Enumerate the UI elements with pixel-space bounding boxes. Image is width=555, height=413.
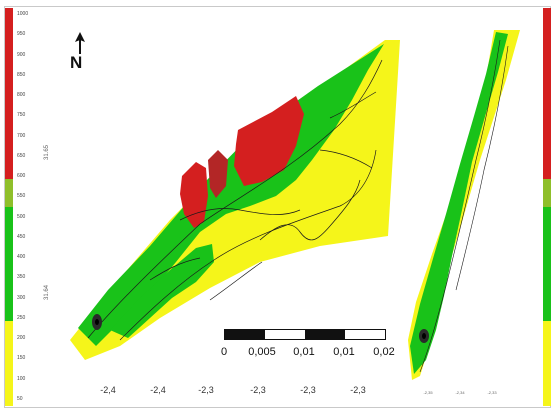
legend-segment [5,64,13,94]
legend-segment [5,150,13,179]
mid-zone [410,32,508,374]
legend-segment [543,263,551,293]
x-tick: -2,4 [150,385,166,395]
legend-tick: 450 [17,233,26,240]
legend-tick: 750 [17,112,26,119]
x-tick: -2,4 [100,385,116,395]
contour-lines [419,39,509,373]
legend-segment [5,263,13,293]
legend-segment [543,36,551,65]
scale-label: 0,005 [248,346,276,358]
legend-segment [5,377,13,406]
legend-tick: 400 [17,254,26,260]
legend-segment [543,377,551,406]
legend-tick: 900 [17,51,26,58]
legend-segment [543,292,551,321]
legend-tick: 150 [17,355,26,362]
legend-segment [543,121,551,151]
scale-bar-labels: 0 0,005 0,01 0,01 0,02 [216,346,396,360]
legend-segment [5,292,13,321]
dark-anomaly [422,333,426,339]
high-zone [208,150,228,198]
legend-tick: 1000 [17,11,29,17]
legend-segment [5,121,13,151]
legend-tick: 700 [17,132,26,139]
legend-segment [5,320,13,350]
legend-tick: 550 [17,193,26,200]
color-scale-ticks: 1000 950 900 850 800 750 700 650 600 550 500 450 400… [17,12,28,402]
legend-tick: 350 [17,274,26,281]
mid-zone [110,244,214,338]
legend-tick: 600 [17,173,26,179]
scale-label: 0,02 [373,346,395,358]
legend-segment [5,235,13,264]
legend-tick: 100 [17,375,26,382]
x-tick: -2,35 [423,390,433,395]
contour-lines [87,59,383,341]
legend-tick: 650 [17,152,26,159]
north-arrow-icon [75,32,85,54]
legend-segment [5,178,13,207]
legend-segment [5,36,13,65]
legend-segment [543,235,551,264]
north-label: N [70,53,83,72]
legend-segment [543,150,551,179]
scale-label: 0,01 [293,346,315,358]
x-tick: -2,3 [250,385,266,395]
main-map-panel [70,40,400,360]
dark-anomaly [95,319,99,325]
legend-tick: 850 [17,71,26,78]
legend-segment [5,349,13,378]
x-tick: -2,33 [487,390,497,395]
secondary-map-panel [408,30,520,380]
color-scale-right [543,8,551,406]
high-zone [234,96,304,186]
mid-zone [78,44,384,346]
legend-tick: 500 [17,213,26,220]
legend-segment [5,206,13,236]
legend-segment [543,93,551,122]
legend-tick: 950 [17,31,26,38]
legend-tick: 200 [17,335,26,341]
x-tick: -2,3 [300,385,316,395]
scale-label: 0 [220,346,228,358]
legend-segment [543,320,551,350]
legend-segment [543,178,551,207]
legend-segment [543,8,551,37]
legend-tick: 300 [17,294,26,301]
legend-segment [543,206,551,236]
legend-segment [543,64,551,94]
x-tick: -2,3 [350,385,366,395]
legend-segment [5,8,13,37]
x-tick: -2,3 [198,385,214,395]
legend-tick: 800 [17,92,26,98]
legend-tick: 50 [17,395,23,402]
x-tick: -2,34 [455,390,465,395]
legend-segment [5,93,13,122]
scale-label: 0,01 [333,346,355,358]
color-scale-left [5,8,13,406]
legend-tick: 250 [17,314,26,321]
legend-segment [543,349,551,378]
scale-bar [224,329,386,340]
